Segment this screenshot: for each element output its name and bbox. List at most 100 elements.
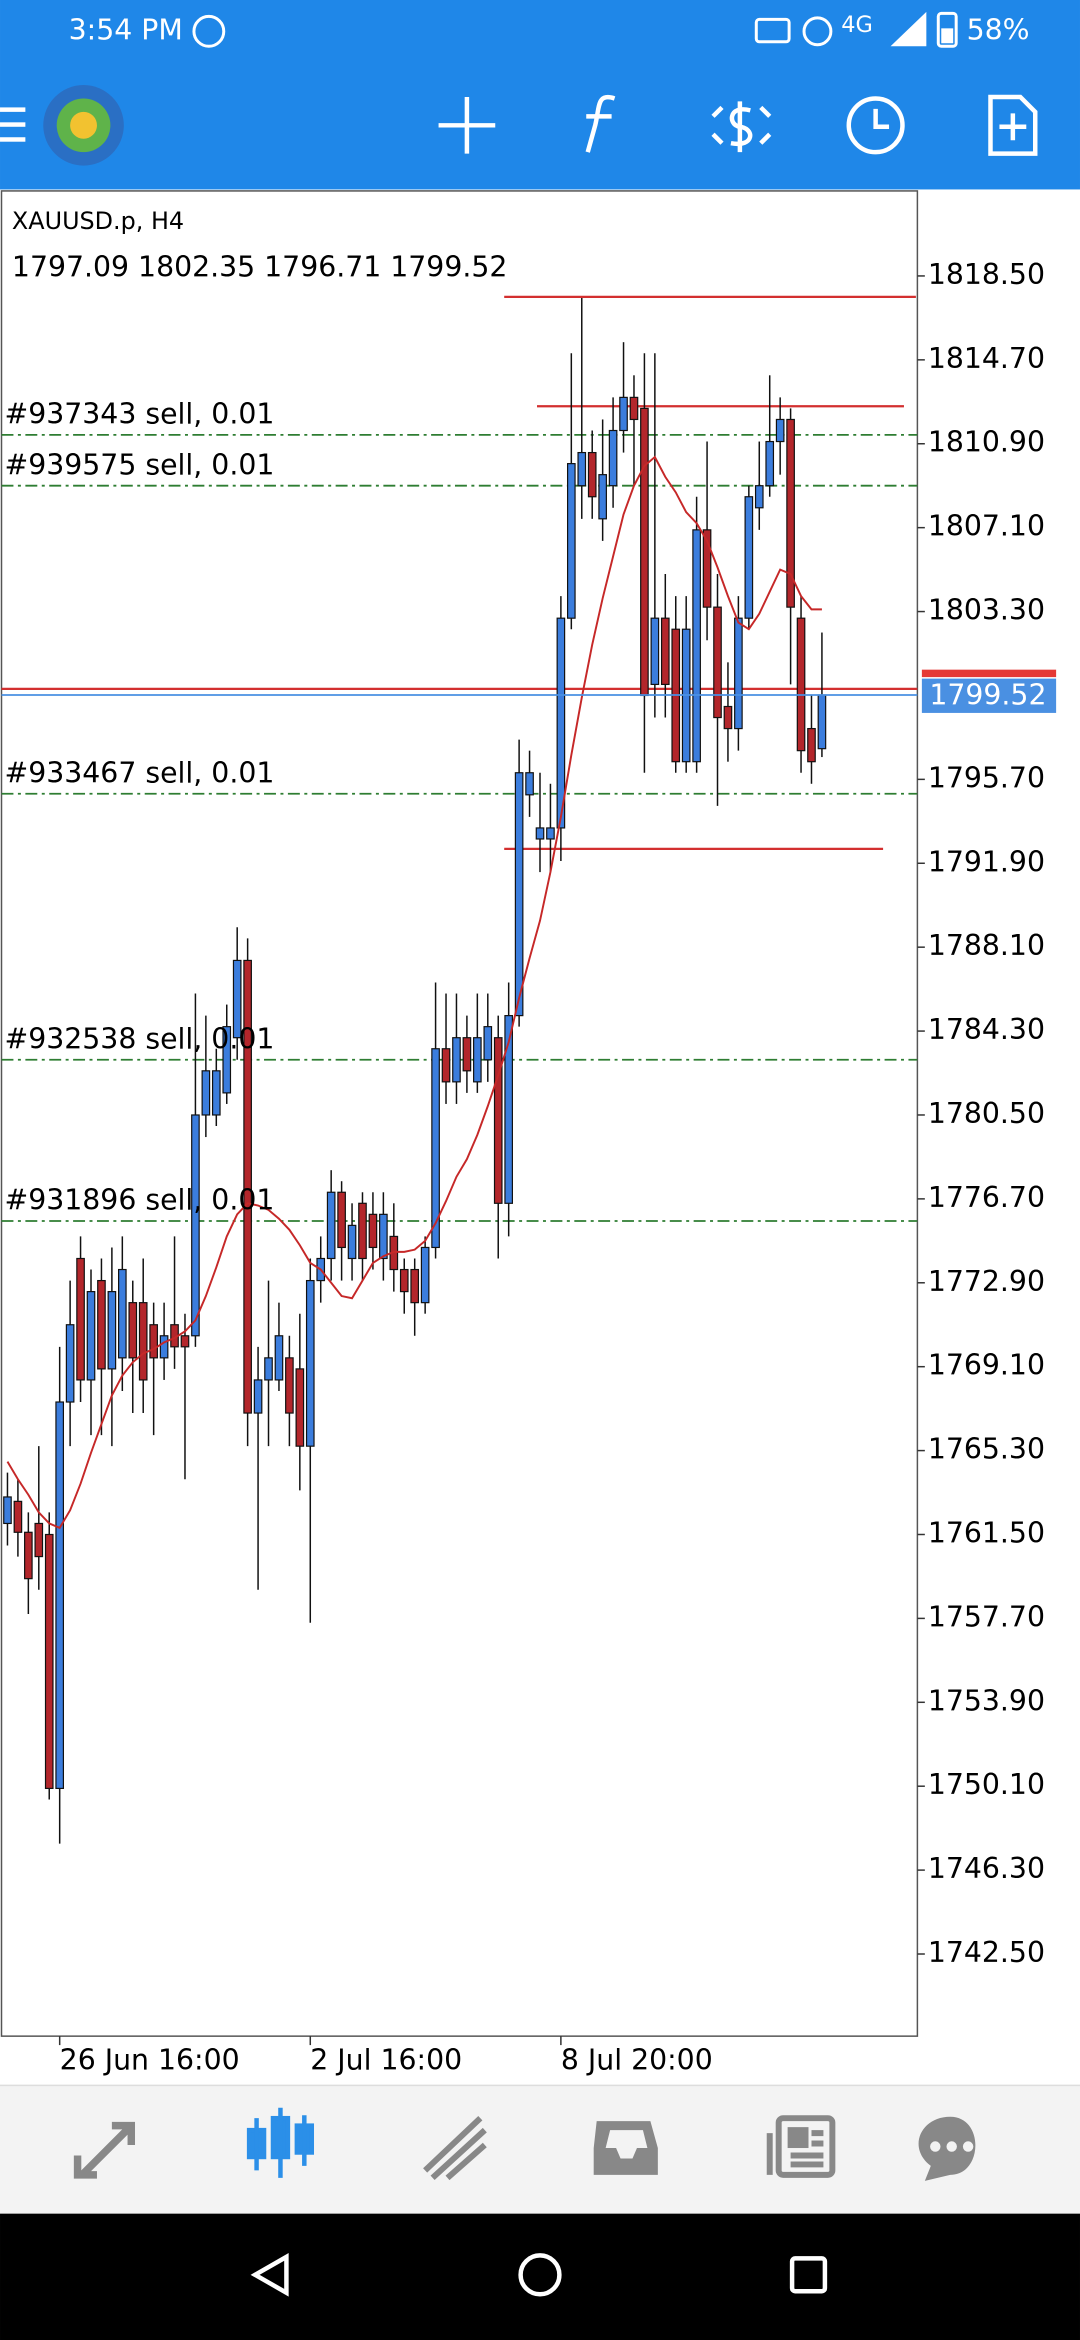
candle-body <box>253 1379 263 1414</box>
y-tick-label: 1807.10 <box>928 510 1045 543</box>
y-tick-label: 1753.90 <box>928 1684 1045 1717</box>
back-button[interactable] <box>250 2253 289 2297</box>
whatsapp-icon <box>192 14 226 48</box>
candle-body <box>493 1037 503 1204</box>
y-tick-label: 1814.70 <box>928 342 1045 375</box>
status-time: 3:54 PM <box>69 13 183 46</box>
home-button[interactable] <box>518 2253 562 2297</box>
trade-button[interactable] <box>711 101 772 153</box>
moving-average <box>6 455 822 1530</box>
candle-body <box>796 617 806 752</box>
candle-body <box>44 1533 54 1790</box>
y-tick-label: 1742.50 <box>928 1936 1045 1969</box>
y-tick-label: 1761.50 <box>928 1516 1045 1549</box>
y-tick-label: 1750.10 <box>928 1768 1045 1801</box>
candle-body <box>817 694 827 750</box>
candle-body <box>410 1268 420 1304</box>
nav-bar <box>0 2213 1080 2340</box>
candle-body <box>660 617 670 686</box>
app-logo[interactable] <box>43 85 124 166</box>
battery-icon <box>936 11 958 48</box>
bid-label-bg <box>921 678 1057 713</box>
network-type: 4G <box>841 12 873 38</box>
trade-tab[interactable] <box>423 2116 487 2181</box>
y-tick-label: 1803.30 <box>928 594 1045 627</box>
candle-body <box>305 1279 315 1447</box>
bottom-toolbar <box>0 2085 1080 2214</box>
candle-body <box>452 1037 461 1083</box>
candle-body <box>587 451 597 498</box>
y-tick-label: 1769.10 <box>928 1349 1045 1382</box>
y-tick-label: 1795.70 <box>928 761 1045 794</box>
recents-button[interactable] <box>789 2256 828 2294</box>
candle-body <box>723 705 733 730</box>
candle-body <box>514 772 524 1017</box>
battery-level <box>941 28 954 44</box>
candle-body <box>24 1531 33 1580</box>
y-tick-label: 1818.50 <box>928 258 1045 291</box>
candle-body <box>744 496 754 619</box>
candle-body <box>765 440 775 487</box>
candle-body <box>128 1302 138 1359</box>
history-tab[interactable] <box>593 2121 658 2175</box>
candle-body <box>347 1224 357 1260</box>
candle-body <box>3 1496 12 1525</box>
candle-body <box>807 727 816 763</box>
signal-icon <box>890 11 927 47</box>
candle-body <box>577 451 587 487</box>
x-tick-label: 26 Jun 16:00 <box>60 2044 240 2077</box>
history-button[interactable] <box>846 96 905 155</box>
candle-body <box>535 827 545 840</box>
x-tick-label: 8 Jul 20:00 <box>561 2044 713 2077</box>
chart-tab[interactable] <box>246 2107 315 2178</box>
candle-body <box>598 474 607 520</box>
y-tick-label: 1746.30 <box>928 1852 1045 1885</box>
data-saver-icon <box>754 17 791 44</box>
candle-body <box>504 1015 514 1204</box>
candle-body <box>431 1048 440 1249</box>
crosshair-button[interactable] <box>438 96 496 154</box>
candle-body <box>264 1357 273 1381</box>
candle-body <box>525 772 534 796</box>
candle-body <box>358 1202 367 1260</box>
candle-body <box>138 1302 148 1381</box>
candle-body <box>118 1268 127 1359</box>
candle-body <box>734 617 743 730</box>
candle-body <box>702 529 712 608</box>
y-tick-label: 1791.90 <box>928 845 1045 878</box>
chat-tab[interactable] <box>918 2116 976 2181</box>
candle-body <box>149 1324 158 1359</box>
new-order-button[interactable] <box>988 94 1038 156</box>
candle-body <box>608 429 618 487</box>
candle-body <box>786 418 795 608</box>
candle-body <box>462 1037 472 1072</box>
quotes-tab[interactable] <box>73 2121 136 2179</box>
candle-body <box>420 1246 430 1304</box>
candle-body <box>326 1191 336 1260</box>
candle-body <box>55 1401 65 1790</box>
candle-body <box>34 1522 44 1558</box>
alarm-icon <box>802 16 833 47</box>
candle-body <box>295 1368 305 1447</box>
plot: 1818.50 1814.70 1810.90 1807.10 1803.30 1795.… <box>1 258 1057 2077</box>
candle-body <box>629 396 639 421</box>
candle-body <box>191 1114 200 1337</box>
candle-body <box>556 617 566 829</box>
close-value: 1799.52 <box>390 251 507 284</box>
candle-body <box>274 1335 284 1381</box>
candle-body <box>337 1191 346 1249</box>
menu-icon[interactable] <box>0 107 26 142</box>
news-tab[interactable] <box>766 2115 836 2178</box>
candle-body <box>285 1357 294 1414</box>
candle-body <box>211 1070 221 1116</box>
candle-body <box>107 1291 117 1370</box>
candle-body <box>473 1037 482 1083</box>
indicators-button[interactable] <box>585 94 616 153</box>
candle-body <box>692 529 701 763</box>
order-label: #933467 sell, 0.01 <box>4 756 274 789</box>
symbol-label: XAUUSD.p, H4 <box>12 207 184 235</box>
x-tick-label: 2 Jul 16:00 <box>310 2044 462 2077</box>
candle-body <box>222 1026 232 1094</box>
